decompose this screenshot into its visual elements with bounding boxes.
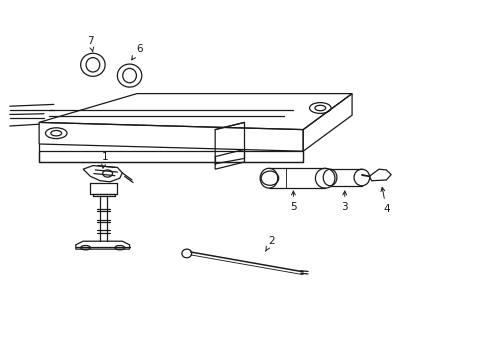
Text: 1: 1 — [102, 152, 108, 168]
Text: 2: 2 — [265, 236, 274, 251]
Text: 7: 7 — [87, 36, 94, 52]
Text: 4: 4 — [380, 188, 389, 214]
Text: 5: 5 — [289, 191, 296, 212]
Text: 3: 3 — [341, 191, 347, 212]
Text: 6: 6 — [131, 44, 142, 60]
